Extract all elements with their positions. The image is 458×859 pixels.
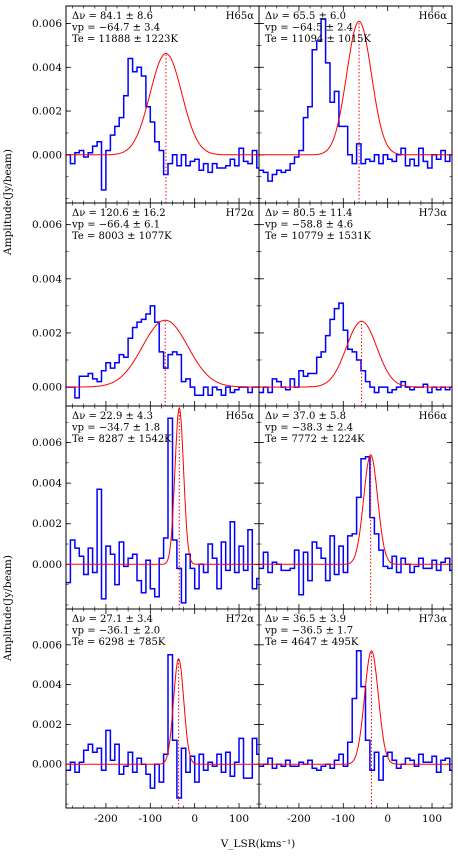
- y-tick-label: 0.000: [32, 759, 62, 771]
- line-name-label: H73α: [419, 614, 447, 625]
- panel-plot-area: [66, 305, 259, 406]
- annotation-line: Te = 11094 ± 1015K: [265, 34, 372, 45]
- line-name-label: H65α: [226, 11, 254, 22]
- y-tick-label: 0.004: [32, 478, 62, 490]
- data-histogram: [259, 18, 452, 182]
- panel-plot-area: [66, 406, 259, 609]
- panel-plot-area: [259, 650, 452, 808]
- x-tick-label: 100: [422, 813, 442, 825]
- line-name-label: H65α: [226, 411, 254, 422]
- y-tick-label: 0.002: [32, 106, 62, 118]
- annotation-line: vp = −64.7 ± 3.4: [71, 23, 160, 34]
- y-tick-label: 0.004: [32, 273, 62, 285]
- gaussian-fit: [259, 320, 452, 388]
- y-tick-label: 0.004: [32, 62, 62, 74]
- y-tick-label: 0.000: [32, 382, 62, 394]
- annotation-line: Δν = 80.5 ± 11.4: [265, 208, 352, 219]
- gaussian-fit: [259, 454, 452, 565]
- data-histogram: [66, 417, 259, 604]
- data-histogram: [66, 654, 259, 799]
- line-name-label: H72α: [226, 208, 254, 219]
- y-tick-label: 0.006: [32, 18, 62, 30]
- panel-plot-area: [66, 53, 259, 203]
- y-axis-label-bottom: Amplitude(Jy/beam): [2, 555, 14, 662]
- spectrum-panel: 0.000 0.002 0.004 0.006 Δν = 22.9 ± 4.3vp = …: [32, 405, 260, 610]
- line-name-label: H66α: [419, 411, 447, 422]
- annotation-line: Δν = 22.9 ± 4.3: [72, 411, 153, 422]
- y-tick-label: 0.002: [32, 719, 62, 731]
- x-tick-label: -200: [287, 813, 311, 825]
- y-tick-label: 0.006: [32, 639, 62, 651]
- y-tick-label: 0.002: [32, 518, 62, 530]
- annotation-line: Δν = 120.6 ± 16.2: [72, 208, 166, 219]
- x-tick-label: 0: [384, 813, 391, 825]
- annotation-line: vp = −34.7 ± 1.8: [71, 423, 160, 434]
- gaussian-fit: [66, 658, 259, 765]
- annotation-line: Te = 4647 ± 495K: [265, 637, 359, 648]
- y-tick-label: 0.006: [32, 219, 62, 231]
- spectrum-panel: 0.000 0.002 0.004 0.006 -200 -100 0 100 Δν = 27.…: [32, 608, 260, 825]
- panel-plot-area: [259, 302, 452, 406]
- gaussian-fit: [66, 319, 259, 388]
- gaussian-fit: [259, 20, 452, 156]
- annotation-line: Δν = 65.5 ± 6.0: [265, 11, 346, 22]
- annotation-line: Te = 6298 ± 785K: [72, 637, 166, 648]
- annotation-line: Te = 8287 ± 1542K: [72, 434, 172, 445]
- x-tick-label: 100: [229, 813, 249, 825]
- spectrum-panel: Δν = 65.5 ± 6.0vp = −64.5 ± 2.4Te = 1109…: [258, 5, 453, 204]
- annotation-line: vp = −58.8 ± 4.6: [264, 220, 353, 231]
- line-name-label: H72α: [226, 614, 254, 625]
- annotation-line: vp = −36.1 ± 2.0: [71, 626, 160, 637]
- annotation-line: Δν = 27.1 ± 3.4: [72, 614, 153, 625]
- annotation-line: vp = −36.5 ± 1.7: [264, 626, 353, 637]
- gaussian-fit: [66, 406, 259, 565]
- spectrum-panel: 0.000 0.002 0.004 0.006 Δν = 120.6 ± 16.2vp …: [32, 202, 260, 407]
- annotation-line: Δν = 37.0 ± 5.8: [265, 411, 346, 422]
- x-tick-label: -100: [332, 813, 356, 825]
- gaussian-fit: [259, 650, 452, 765]
- gaussian-fit: [66, 53, 259, 156]
- spectrum-panel: Δν = 37.0 ± 5.8vp = −38.3 ± 2.4Te = 7772…: [258, 405, 453, 610]
- annotation-line: Te = 11888 ± 1223K: [72, 34, 179, 45]
- data-histogram: [259, 456, 452, 596]
- annotation-line: Te = 7772 ± 1224K: [265, 434, 365, 445]
- y-tick-label: 0.000: [32, 559, 62, 571]
- data-histogram: [259, 302, 452, 394]
- spectrum-panel: 0.000 0.002 0.004 0.006 Δν = 84.1 ± 8.6vp = …: [32, 5, 260, 204]
- annotation-line: Te = 8003 ± 1077K: [72, 231, 172, 242]
- panel-plot-area: [259, 18, 452, 203]
- spectrum-panel: -200 -100 0 100 Δν = 36.5 ± 3.9vp = −36.5 ± …: [258, 608, 453, 825]
- x-tick-label: -100: [139, 813, 163, 825]
- annotation-line: vp = −66.4 ± 6.1: [71, 220, 160, 231]
- y-tick-label: 0.006: [32, 437, 62, 449]
- line-name-label: H66α: [419, 11, 447, 22]
- annotation-line: Δν = 36.5 ± 3.9: [265, 614, 346, 625]
- spectrum-panel: Δν = 80.5 ± 11.4vp = −58.8 ± 4.6Te = 107…: [258, 202, 453, 407]
- y-tick-label: 0.000: [32, 149, 62, 161]
- panel-frame: [258, 608, 453, 809]
- y-axis-label-top: Amplitude(Jy/beam): [2, 149, 14, 256]
- y-tick-label: 0.004: [32, 679, 62, 691]
- data-histogram: [66, 57, 259, 191]
- line-name-label: H73α: [419, 208, 447, 219]
- annotation-line: vp = −64.5 ± 2.4: [264, 23, 353, 34]
- x-tick-label: -200: [94, 813, 118, 825]
- annotation-line: Δν = 84.1 ± 8.6: [72, 11, 153, 22]
- x-tick-label: 0: [191, 813, 198, 825]
- data-histogram: [259, 650, 452, 781]
- x-axis-label: V_LSR(kms⁻¹): [220, 838, 296, 850]
- y-tick-label: 0.002: [32, 327, 62, 339]
- panel-plot-area: [259, 454, 452, 609]
- annotation-line: vp = −38.3 ± 2.4: [264, 423, 353, 434]
- panel-plot-area: [66, 654, 259, 808]
- annotation-line: Te = 10779 ± 1531K: [265, 231, 372, 242]
- data-histogram: [66, 305, 259, 399]
